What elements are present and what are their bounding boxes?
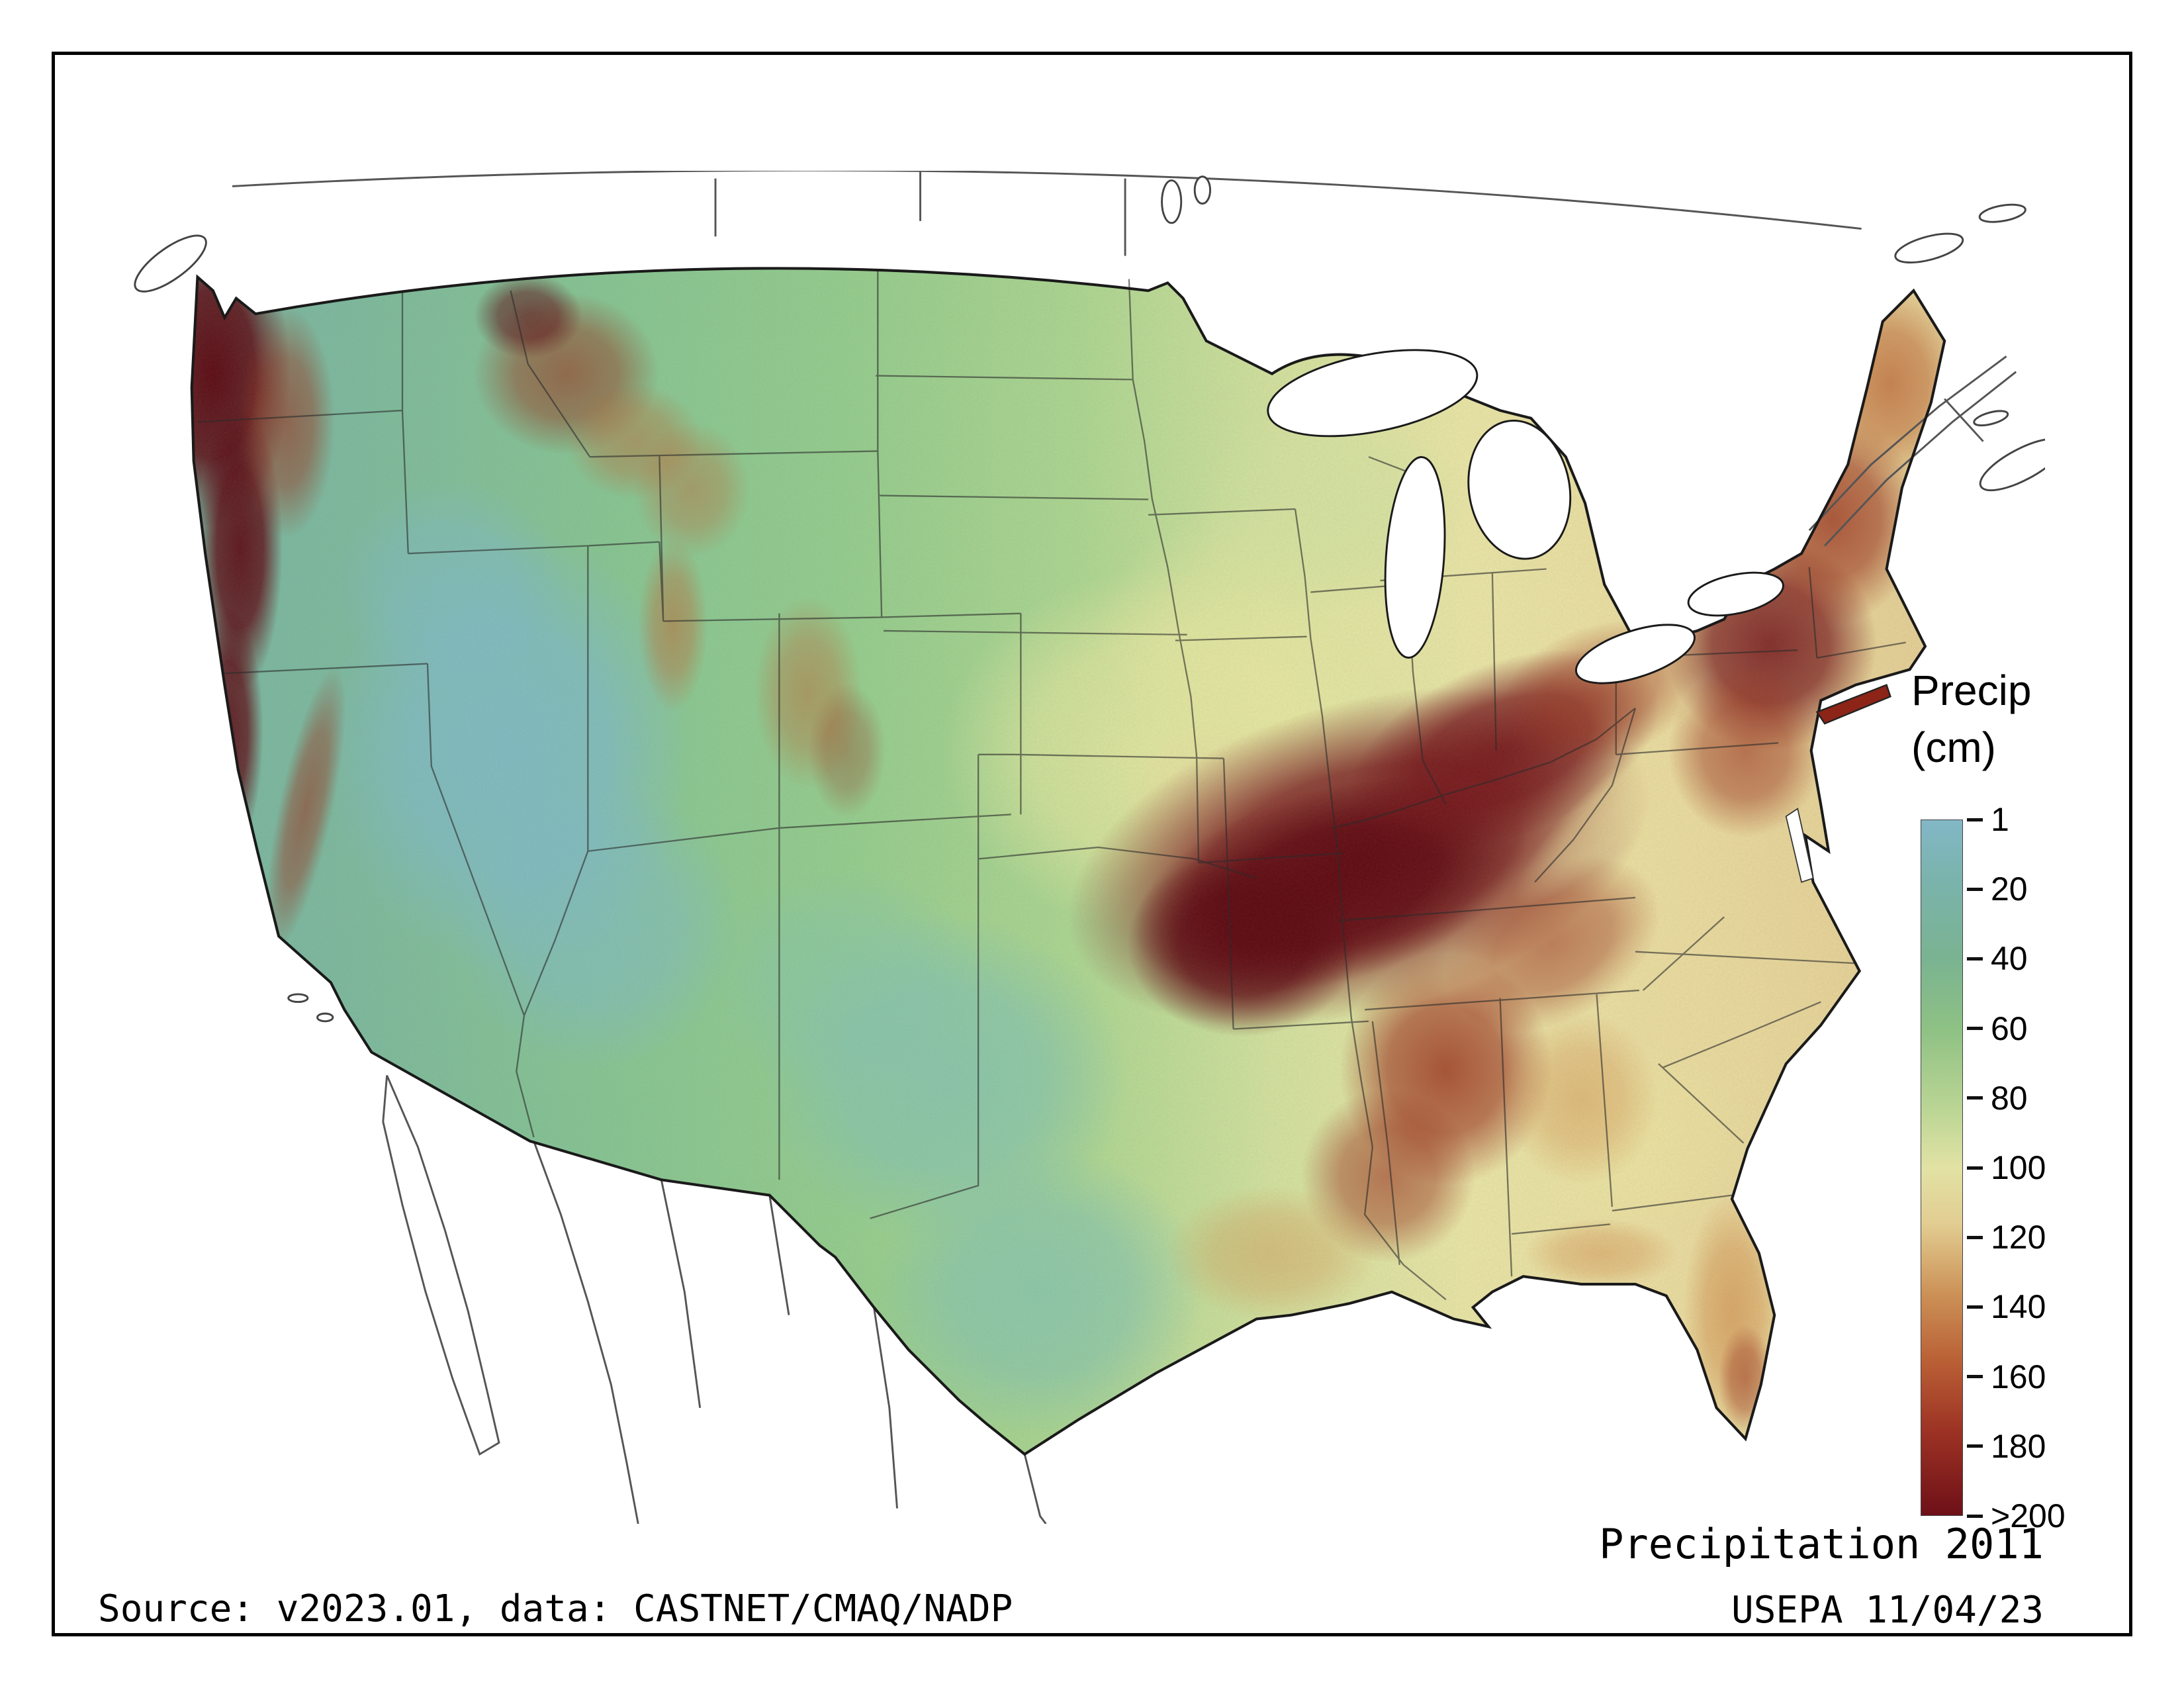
legend-tick: 120: [1967, 1218, 2046, 1256]
chesapeake-bay: [1785, 808, 1814, 883]
great-lakes: [1267, 349, 1784, 684]
state-borders: [197, 271, 1906, 1301]
tick-label: 180: [1991, 1427, 2046, 1465]
lake-erie: [1574, 624, 1696, 684]
tick-label: >200: [1991, 1497, 2066, 1534]
lake-huron: [1467, 419, 1572, 560]
legend-tick: >200: [1967, 1497, 2066, 1535]
tick-mark: [1967, 887, 1983, 891]
legend-tick: 80: [1967, 1079, 2028, 1117]
tick-mark: [1967, 1444, 1983, 1448]
lake-ontario: [1687, 571, 1784, 617]
legend-tick: 180: [1967, 1427, 2046, 1466]
legend-tick: 160: [1967, 1358, 2046, 1396]
us-precipitation-map: [134, 171, 2045, 1524]
tick-label: 1: [1991, 801, 2009, 838]
tick-label: 140: [1991, 1288, 2046, 1326]
tick-label: 100: [1991, 1149, 2046, 1186]
agency-date: USEPA 11/04/23: [1731, 1589, 2044, 1632]
tick-label: 160: [1991, 1358, 2046, 1395]
legend-tick: 40: [1967, 939, 2028, 978]
tick-mark: [1967, 1027, 1983, 1031]
legend-tick: 20: [1967, 870, 2028, 908]
tick-mark: [1967, 957, 1983, 961]
tick-mark: [1967, 1305, 1983, 1309]
map-title: Precipitation 2011: [1599, 1520, 2044, 1568]
legend-tick: 60: [1967, 1009, 2028, 1048]
tick-mark: [1967, 1375, 1983, 1379]
tick-mark: [1967, 1235, 1983, 1239]
tick-mark: [1967, 1096, 1983, 1100]
tick-label: 60: [1991, 1009, 2028, 1047]
vancouver-island-outline: [134, 234, 207, 293]
nova-scotia-outline: [1979, 438, 2045, 492]
canada-borders: [134, 171, 2045, 547]
legend-title-line2: (cm): [1911, 724, 1996, 772]
tick-label: 80: [1991, 1079, 2028, 1117]
baja-california-outline: [382, 1074, 500, 1456]
tick-mark: [1967, 1514, 1983, 1518]
lake-michigan: [1384, 456, 1446, 659]
legend-title-line1: Precip: [1911, 667, 2032, 714]
lake-superior: [1267, 349, 1479, 438]
source-note: Source: v2023.01, data: CASTNET/CMAQ/NAD…: [98, 1587, 1013, 1630]
legend-tick: 140: [1967, 1288, 2046, 1326]
tick-mark: [1967, 1166, 1983, 1170]
tick-label: 20: [1991, 870, 2028, 908]
tick-mark: [1967, 818, 1983, 821]
legend-ticks: 1 20 40 60 80 100 120 140 160 180 >200: [1967, 801, 2119, 1534]
plot-frame: [52, 52, 2132, 1636]
legend-tick: 100: [1967, 1149, 2046, 1187]
legend-tick: 1: [1967, 800, 2009, 839]
tick-label: 120: [1991, 1219, 2046, 1256]
legend-colorbar: [1921, 820, 1963, 1516]
long-island: [1815, 684, 1891, 725]
tick-label: 40: [1991, 940, 2028, 978]
legend-title: Precip (cm): [1911, 662, 2031, 776]
mexico-borders: [287, 993, 1047, 1524]
